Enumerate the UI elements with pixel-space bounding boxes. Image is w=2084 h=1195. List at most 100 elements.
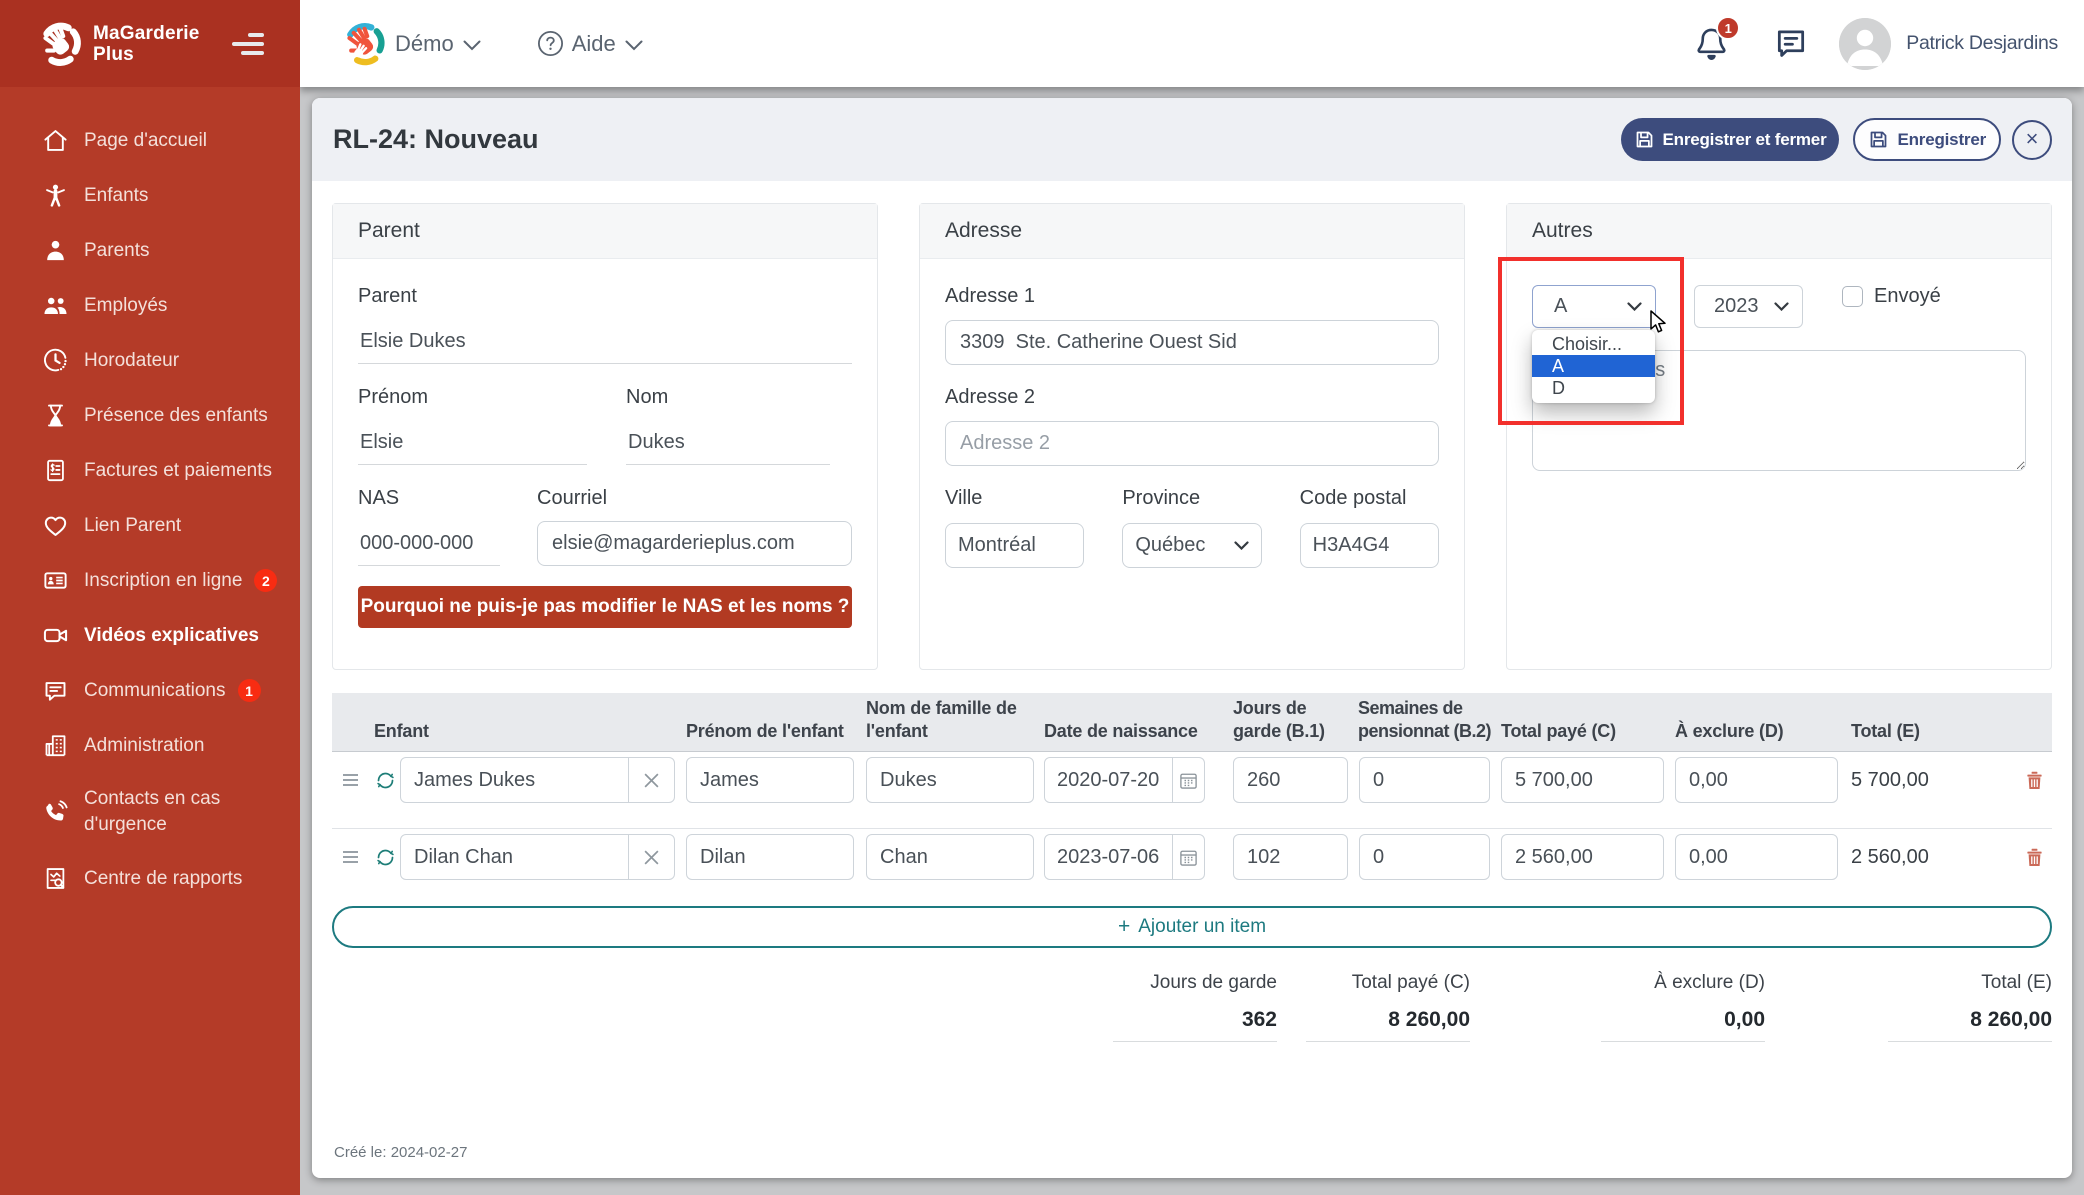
prenom-enfant-input[interactable] <box>686 757 854 803</box>
clear-enfant-button[interactable] <box>628 757 675 803</box>
date-naissance-input[interactable] <box>1045 758 1172 802</box>
summary-total-value: 8 260,00 <box>1888 1008 2052 1042</box>
nas-warning-button[interactable]: Pourquoi ne puis-je pas modifier le NAS … <box>358 586 852 628</box>
sidebar-item-lien-parent[interactable]: Lien Parent <box>0 498 300 553</box>
province-select[interactable]: Québec <box>1122 523 1262 568</box>
sidebar-item-label: Parents <box>84 239 150 261</box>
sidebar-item-label: Vidéos explicatives <box>84 624 259 646</box>
dropdown-option-d[interactable]: D <box>1552 377 1565 398</box>
ville-label: Ville <box>945 487 983 509</box>
avatar[interactable] <box>1839 17 1892 70</box>
jours-garde-input[interactable] <box>1233 834 1348 880</box>
col-header-semaines: Semaines de pensionnat (B.2) <box>1358 698 1492 741</box>
app-logo-text: MaGarderie Plus <box>93 23 200 65</box>
employees-icon <box>42 292 69 319</box>
emergency-phone-icon <box>42 799 69 826</box>
calendar-icon[interactable] <box>1172 758 1204 802</box>
sidebar-item-label: Administration <box>84 734 205 756</box>
sidebar-item-presence-des-enfants[interactable]: Présence des enfants <box>0 388 300 443</box>
save-button[interactable]: Enregistrer <box>1853 118 2001 161</box>
clear-enfant-button[interactable] <box>628 834 675 880</box>
bell-icon <box>1697 28 1726 60</box>
courriel-label: Courriel <box>537 487 608 509</box>
adresse-panel-title: Adresse <box>920 204 1464 259</box>
refresh-icon[interactable] <box>375 847 396 868</box>
nom-enfant-input[interactable] <box>866 834 1034 880</box>
sidebar-item-label: Horodateur <box>84 349 180 371</box>
parent-field-value[interactable]: Elsie Dukes <box>358 308 852 364</box>
sidebar-item-contacts-urgence[interactable]: Contacts en cas d'urgence <box>0 773 300 851</box>
sidebar-item-inscription-en-ligne[interactable]: Inscription en ligne 2 <box>0 553 300 608</box>
a-exclure-input[interactable] <box>1675 834 1838 880</box>
trash-icon <box>2027 848 2042 866</box>
sidebar-item-centre-de-rapports[interactable]: Centre de rapports <box>0 851 300 906</box>
semaines-input[interactable] <box>1359 834 1490 880</box>
sidebar-item-communications[interactable]: Communications 1 <box>0 663 300 718</box>
nom-enfant-input[interactable] <box>866 757 1034 803</box>
user-name[interactable]: Patrick Desjardins <box>1906 32 2058 54</box>
notifications-button[interactable]: 1 <box>1694 16 1741 62</box>
dropdown-option-choisir[interactable]: Choisir... <box>1552 333 1623 354</box>
created-date: Créé le: 2024-02-27 <box>334 1144 468 1161</box>
drag-handle-icon[interactable] <box>343 774 358 786</box>
sidebar-nav: Page d'accueil Enfants Parents <box>0 87 300 906</box>
prenom-enfant-input[interactable] <box>686 834 854 880</box>
date-naissance-input[interactable] <box>1045 835 1172 879</box>
add-item-button[interactable]: + Ajouter un item <box>332 906 2052 948</box>
autres-panel-title: Autres <box>1507 204 2051 259</box>
sidebar-item-factures-et-paiements[interactable]: Factures et paiements <box>0 443 300 498</box>
calendar-icon[interactable] <box>1172 835 1204 879</box>
nom-label: Nom <box>626 386 669 408</box>
adresse2-input[interactable] <box>945 421 1439 466</box>
sidebar-item-parents[interactable]: Parents <box>0 223 300 278</box>
close-button[interactable]: × <box>2012 119 2052 160</box>
delete-row-button[interactable] <box>2025 847 2044 867</box>
dropdown-option-a[interactable]: A <box>1532 355 1655 377</box>
ville-input[interactable] <box>945 523 1085 568</box>
jours-garde-input[interactable] <box>1233 757 1348 803</box>
sidebar-item-enfants[interactable]: Enfants <box>0 168 300 223</box>
sidebar-item-page-accueil[interactable]: Page d'accueil <box>0 113 300 168</box>
adresse1-label: Adresse 1 <box>945 285 1036 307</box>
sidebar-item-administration[interactable]: Administration <box>0 718 300 773</box>
save-icon <box>1868 129 1889 150</box>
semaines-input[interactable] <box>1359 757 1490 803</box>
refresh-icon[interactable] <box>375 770 396 791</box>
enfant-input[interactable] <box>400 834 629 880</box>
total-paye-input[interactable] <box>1501 757 1664 803</box>
adresse2-label: Adresse 2 <box>945 386 1036 408</box>
chevron-down-icon <box>463 40 481 51</box>
adresse1-input[interactable] <box>945 320 1439 365</box>
year-select[interactable]: 2023 <box>1694 285 1803 328</box>
enfant-input[interactable] <box>400 757 629 803</box>
col-header-total: Total (E) <box>1851 721 1920 741</box>
x-icon <box>644 773 659 787</box>
delete-row-button[interactable] <box>2025 770 2044 790</box>
table-row: 5 700,00 <box>332 752 2052 828</box>
a-exclure-input[interactable] <box>1675 757 1838 803</box>
help-menu[interactable]: Aide <box>537 30 643 57</box>
courriel-input[interactable] <box>537 521 852 566</box>
nom-value[interactable]: Dukes <box>626 409 830 465</box>
org-selector[interactable]: Démo <box>387 31 481 57</box>
total-paye-input[interactable] <box>1501 834 1664 880</box>
table-row: 2 560,00 <box>332 828 2052 904</box>
sidebar-toggle-icon[interactable] <box>232 32 264 55</box>
save-and-close-button[interactable]: Enregistrer et fermer <box>1620 118 1840 161</box>
drag-handle-icon[interactable] <box>343 851 358 863</box>
topbar: Démo Aide 1 <box>300 0 2084 87</box>
org-selector-label: Démo <box>395 30 454 56</box>
envoye-checkbox[interactable] <box>1842 286 1863 307</box>
messages-button[interactable] <box>1773 26 1809 61</box>
code-postal-label: Code postal <box>1299 487 1407 509</box>
save-label: Enregistrer <box>1897 129 1986 149</box>
sidebar-item-horodateur[interactable]: Horodateur <box>0 333 300 388</box>
nas-value[interactable]: 000-000-000 <box>358 510 500 566</box>
prenom-value[interactable]: Elsie <box>358 409 587 465</box>
x-icon <box>644 850 659 864</box>
sidebar-item-videos-explicatives[interactable]: Vidéos explicatives <box>0 608 300 663</box>
sidebar-item-employes[interactable]: Employés <box>0 278 300 333</box>
type-releve-select[interactable]: A <box>1532 285 1656 328</box>
summary-paye-value: 8 260,00 <box>1306 1008 1470 1042</box>
code-postal-input[interactable] <box>1299 523 1439 568</box>
